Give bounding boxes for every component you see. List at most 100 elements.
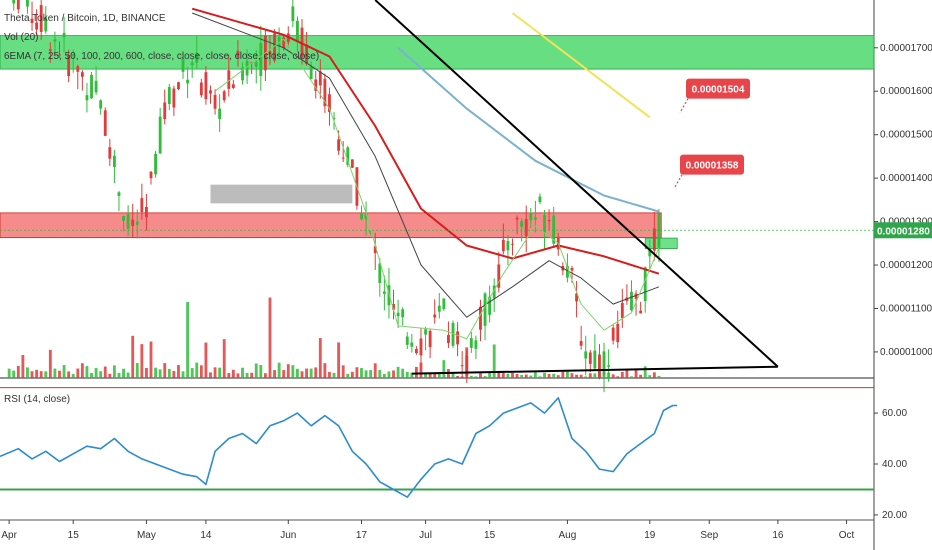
volume-bar	[186, 301, 190, 378]
volume-bar	[39, 371, 43, 378]
volume-bar	[149, 341, 153, 378]
volume-bar	[533, 371, 537, 378]
candle-body	[520, 221, 524, 227]
volume-bar	[634, 369, 638, 378]
candle-body	[337, 139, 341, 151]
candle-body	[410, 342, 414, 347]
volume-bar	[648, 375, 652, 378]
volume-bar	[556, 375, 560, 378]
candle-body	[643, 267, 647, 302]
volume-bar	[373, 363, 377, 378]
candle-body	[67, 55, 71, 76]
candle-body	[195, 52, 199, 63]
volume-bar	[94, 368, 98, 378]
candle-body	[149, 171, 153, 179]
candle-body	[405, 336, 409, 345]
volume-bar	[309, 368, 313, 378]
candle-body	[71, 54, 75, 57]
volume-bar	[163, 363, 167, 378]
volume-bar	[85, 366, 89, 378]
candle-body	[80, 72, 84, 77]
candle-body	[53, 39, 57, 42]
candle-body	[323, 78, 327, 107]
ema25-line	[192, 12, 660, 318]
candle-body	[122, 216, 125, 221]
candle-body	[218, 108, 222, 119]
candle-body	[296, 20, 299, 42]
ema7-line	[214, 38, 660, 340]
candle-body	[305, 44, 309, 64]
candle-body	[163, 102, 167, 120]
volume-bar	[584, 376, 588, 378]
volume-bar	[222, 339, 226, 378]
candle-body	[259, 43, 263, 76]
candle-body	[382, 291, 386, 294]
volume-bar	[547, 374, 551, 378]
candle-body	[236, 50, 240, 58]
volume-bar	[451, 372, 455, 378]
last-price-badge	[874, 222, 932, 239]
callout-pointer	[673, 174, 683, 189]
candle-body	[227, 70, 231, 89]
candle-body	[424, 329, 427, 335]
volume-bar	[53, 368, 57, 378]
volume-bar	[392, 370, 395, 378]
candle-body	[529, 212, 533, 221]
volume-bar	[103, 366, 107, 378]
volume-bar	[616, 376, 620, 378]
volume-bar	[630, 376, 633, 378]
candle-body	[273, 33, 276, 61]
candle-body	[48, 49, 52, 51]
candle-body	[565, 265, 569, 278]
volume-bar	[501, 372, 505, 378]
volume-bar	[424, 373, 427, 378]
volume-bar	[378, 369, 382, 378]
candle-body	[44, 17, 48, 32]
volume-bar	[291, 365, 295, 378]
volume-bar	[442, 360, 446, 378]
candle-body	[126, 214, 130, 229]
callout-box	[686, 78, 750, 99]
candle-body	[94, 80, 98, 93]
volume-bar	[108, 373, 112, 378]
volume-bar	[474, 376, 478, 378]
candle-body	[616, 323, 620, 343]
volume-bar	[16, 365, 20, 378]
ema-legend: 6EMA (7, 25, 50, 100, 200, 600, close, c…	[4, 51, 319, 62]
candle-body	[396, 312, 400, 317]
volume-bar	[575, 374, 578, 378]
trendline-layer	[374, 0, 779, 375]
time-tick-label: Jul	[419, 530, 432, 541]
candle-body	[506, 241, 510, 251]
volume-bar	[154, 367, 157, 378]
volume-bar	[469, 375, 473, 378]
candle-body	[332, 118, 336, 120]
candle-body	[652, 228, 656, 251]
price-tick-label: 0.00001500	[880, 130, 932, 141]
candle-body	[630, 291, 633, 311]
price-tick-label: 0.00001700	[880, 43, 932, 54]
volume-bar	[26, 367, 29, 378]
candle-body	[602, 351, 606, 376]
candle-body	[135, 221, 139, 225]
trendline-support	[411, 365, 778, 375]
candle-body	[58, 54, 61, 56]
volume-bar	[76, 368, 80, 378]
volume-bar	[286, 364, 290, 378]
candle-body	[511, 243, 514, 245]
candle-body	[428, 330, 432, 348]
time-tick-label: Apr	[1, 530, 17, 541]
candle-body	[103, 110, 107, 136]
zone-grey-box	[210, 184, 353, 204]
rsi-legend: RSI (14, close)	[4, 394, 70, 405]
zone-green-resistance	[0, 35, 875, 70]
volume-bar	[492, 344, 496, 378]
candle-body	[291, 6, 295, 22]
rsi-line	[0, 396, 678, 498]
volume-bar	[543, 372, 546, 378]
candle-body	[369, 230, 373, 233]
ema-layer	[191, 7, 660, 340]
callout-text: 0.00001504	[692, 85, 745, 96]
volume-bar	[112, 365, 116, 378]
